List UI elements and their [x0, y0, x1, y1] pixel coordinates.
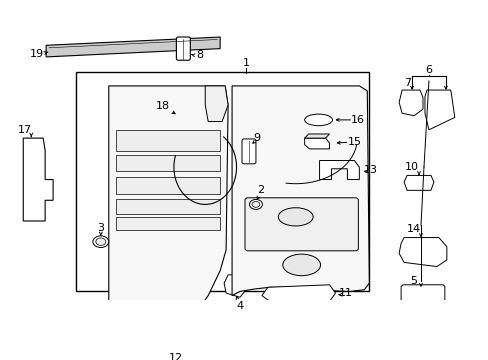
Ellipse shape [93, 236, 108, 248]
Polygon shape [224, 275, 247, 297]
Bar [116, 199, 220, 213]
Bar [116, 155, 220, 171]
Polygon shape [148, 326, 206, 348]
Ellipse shape [278, 208, 312, 226]
Text: 10: 10 [404, 162, 418, 172]
Text: 6: 6 [425, 65, 431, 75]
Polygon shape [304, 138, 329, 149]
Polygon shape [403, 175, 433, 190]
Text: 13: 13 [364, 165, 378, 175]
Polygon shape [304, 134, 329, 138]
Polygon shape [23, 138, 53, 221]
Bar [116, 217, 220, 230]
FancyBboxPatch shape [242, 139, 255, 164]
Text: 2: 2 [257, 185, 264, 195]
Ellipse shape [304, 114, 332, 126]
Ellipse shape [251, 202, 260, 207]
FancyBboxPatch shape [176, 37, 190, 60]
Polygon shape [108, 86, 227, 350]
Polygon shape [398, 238, 446, 266]
Text: 14: 14 [406, 224, 420, 234]
Text: 5: 5 [410, 276, 417, 285]
Text: 15: 15 [346, 137, 361, 147]
Polygon shape [262, 285, 335, 301]
Ellipse shape [96, 238, 105, 246]
Ellipse shape [249, 199, 262, 210]
Text: 4: 4 [236, 301, 243, 311]
Text: 12: 12 [168, 353, 182, 360]
Text: 1: 1 [242, 58, 249, 68]
Text: 17: 17 [18, 125, 32, 135]
Bar [76, 72, 368, 292]
Bar [116, 130, 220, 150]
FancyBboxPatch shape [244, 198, 358, 251]
Text: 3: 3 [97, 222, 104, 233]
Text: 7: 7 [404, 78, 411, 87]
Polygon shape [232, 86, 368, 296]
Text: 8: 8 [196, 50, 203, 60]
Bar [116, 177, 220, 194]
Text: 19: 19 [30, 49, 44, 59]
Polygon shape [424, 90, 454, 130]
Polygon shape [46, 37, 220, 57]
Polygon shape [319, 161, 359, 180]
Polygon shape [132, 329, 182, 356]
Text: 9: 9 [253, 133, 260, 143]
Text: 11: 11 [338, 288, 352, 298]
Polygon shape [398, 90, 422, 116]
Text: 18: 18 [155, 101, 169, 111]
Polygon shape [205, 86, 227, 122]
Text: 16: 16 [349, 115, 364, 125]
FancyBboxPatch shape [400, 285, 444, 308]
Ellipse shape [282, 254, 320, 276]
